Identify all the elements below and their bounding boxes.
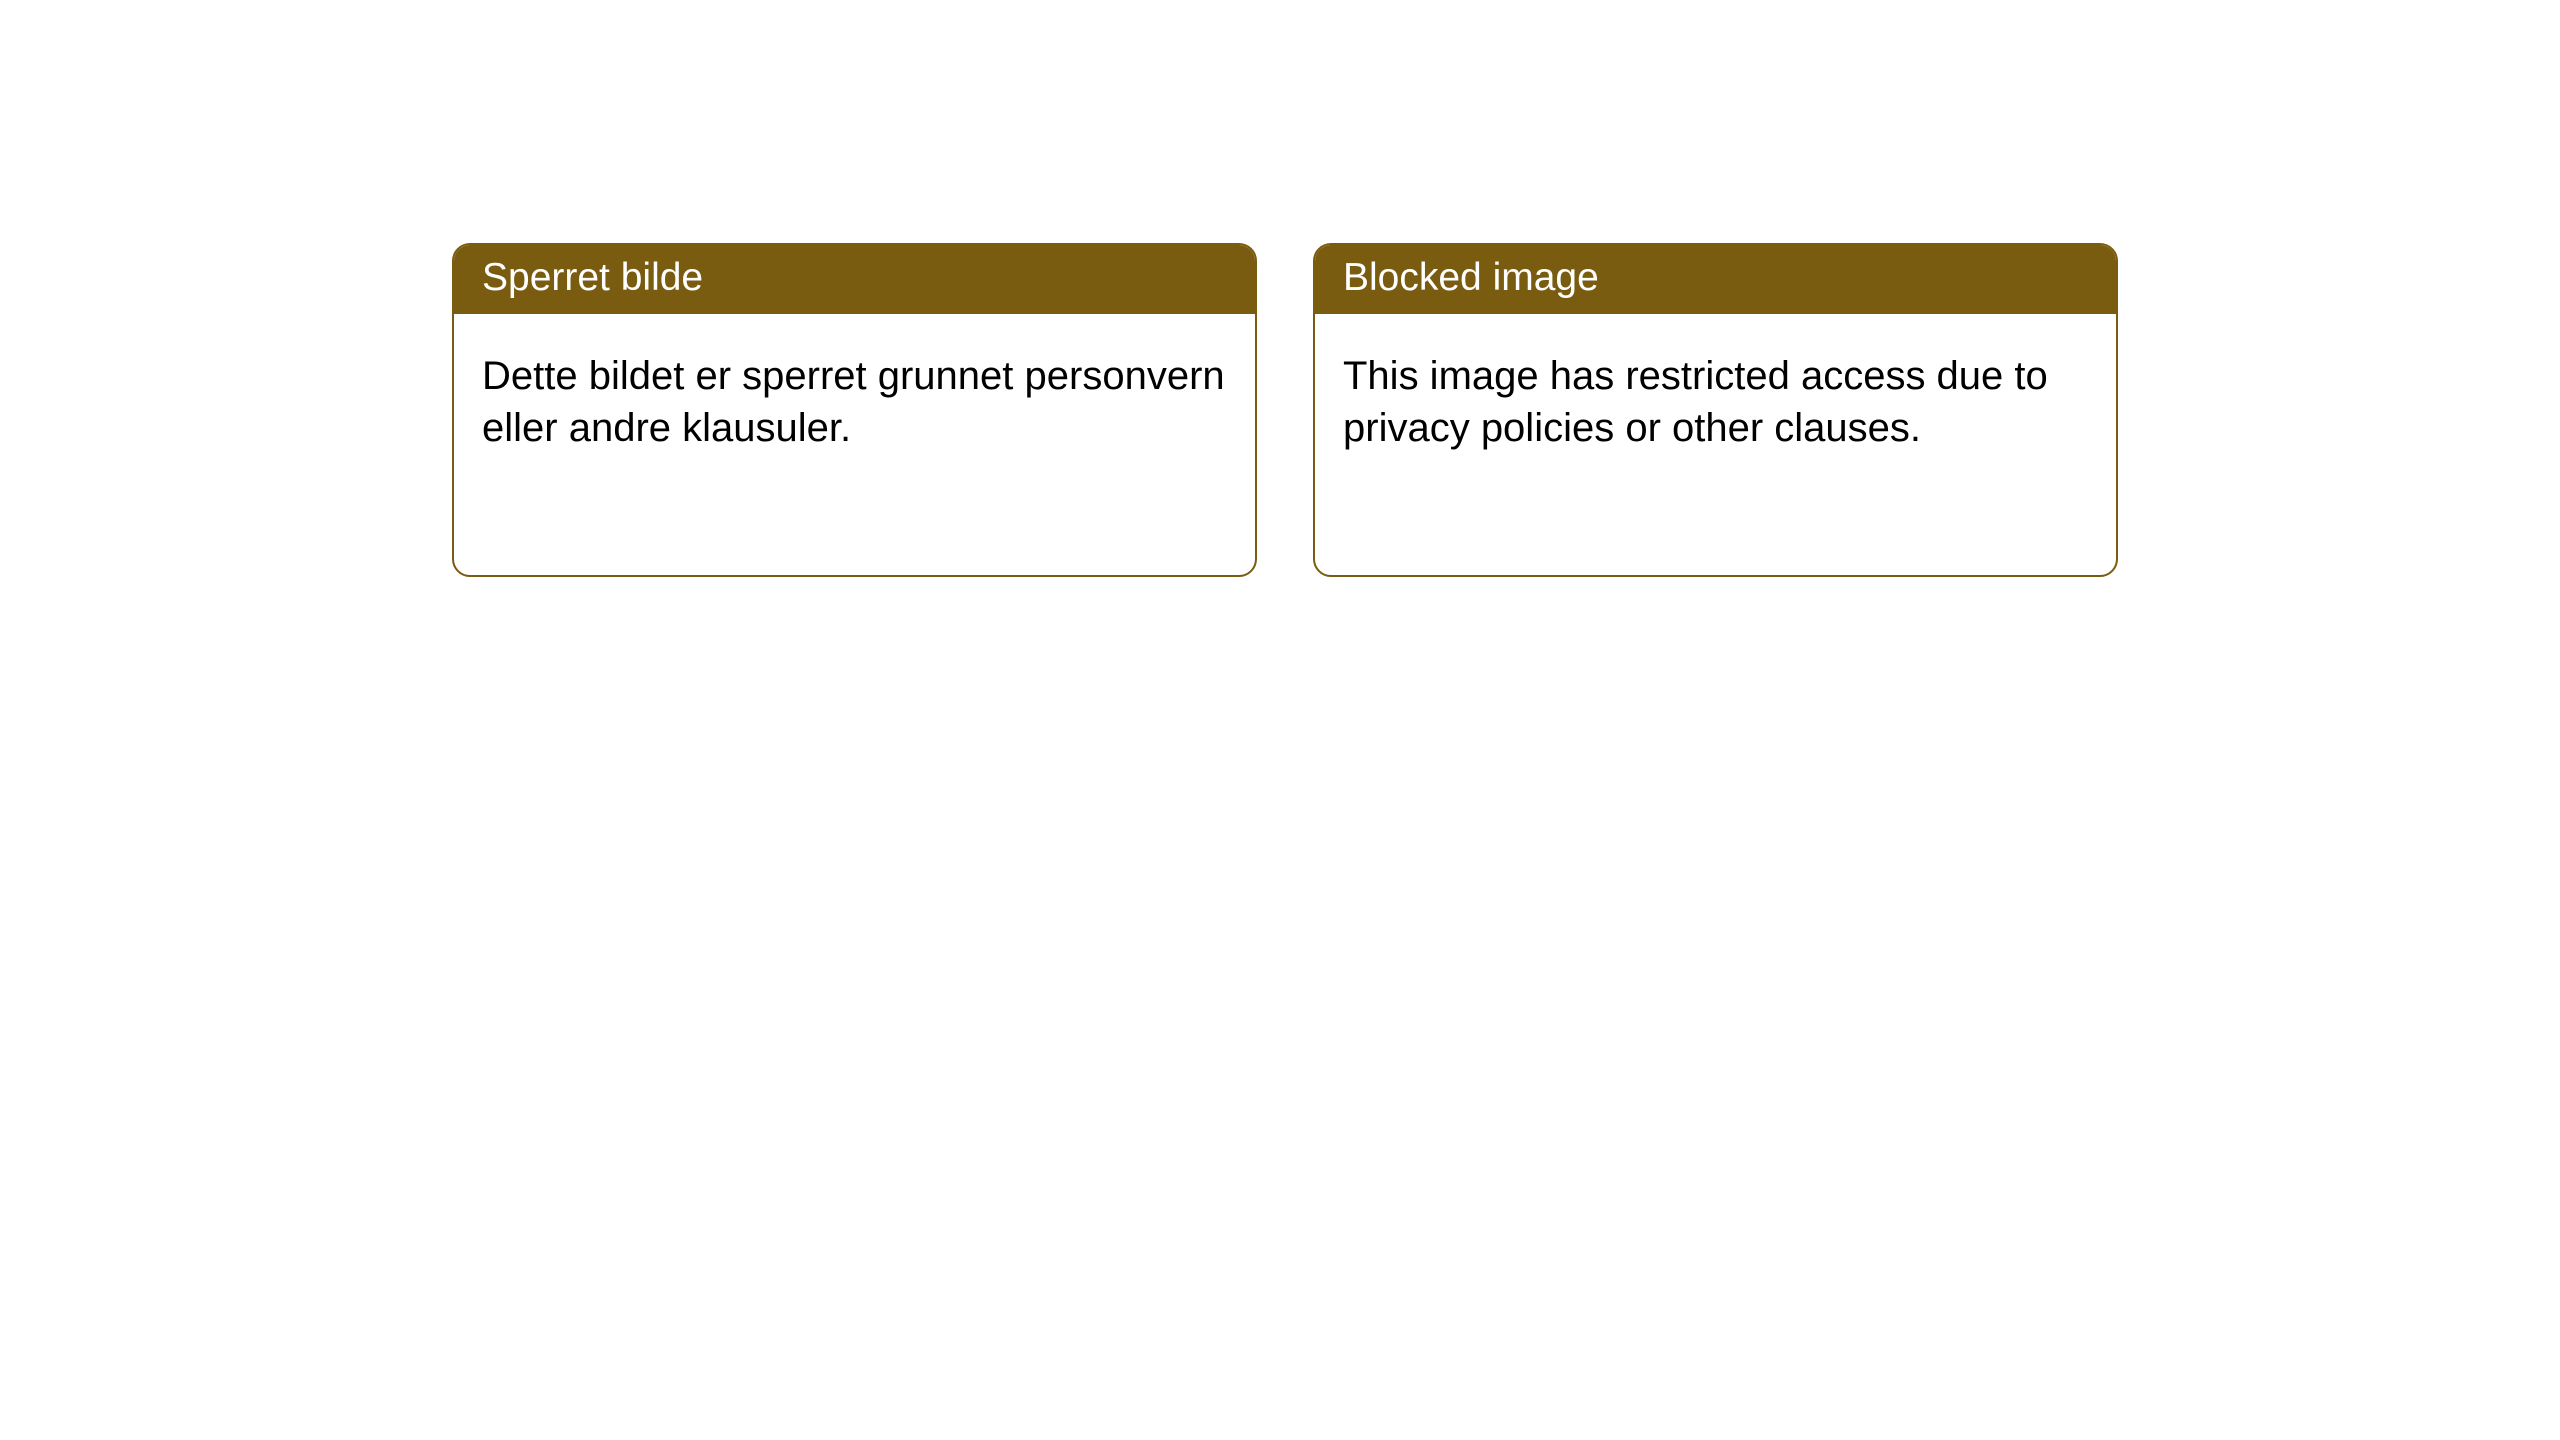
- notice-card-body: Dette bildet er sperret grunnet personve…: [454, 314, 1255, 482]
- notice-card-header: Blocked image: [1315, 245, 2116, 314]
- notice-card-header: Sperret bilde: [454, 245, 1255, 314]
- notice-card-message: Dette bildet er sperret grunnet personve…: [482, 354, 1225, 450]
- notice-card-body: This image has restricted access due to …: [1315, 314, 2116, 482]
- notice-card-message: This image has restricted access due to …: [1343, 354, 2048, 450]
- notice-card-no: Sperret bilde Dette bildet er sperret gr…: [452, 243, 1257, 577]
- notice-card-en: Blocked image This image has restricted …: [1313, 243, 2118, 577]
- notice-card-title: Sperret bilde: [482, 256, 703, 299]
- notice-cards-container: Sperret bilde Dette bildet er sperret gr…: [0, 0, 2560, 577]
- notice-card-title: Blocked image: [1343, 256, 1599, 299]
